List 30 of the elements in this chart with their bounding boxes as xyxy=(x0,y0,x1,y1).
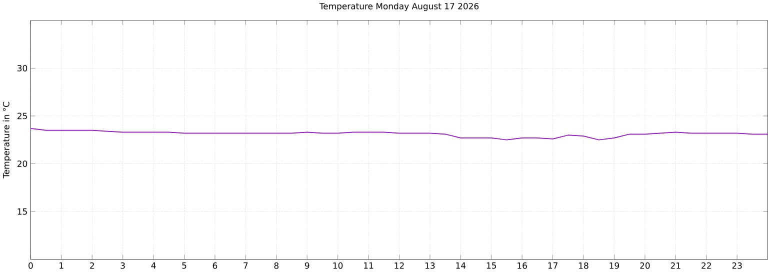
x-tick-label: 7 xyxy=(244,262,248,269)
x-tick-label: 4 xyxy=(151,262,156,269)
x-tick-label: 2 xyxy=(90,262,94,269)
x-tick-label: 5 xyxy=(182,262,186,269)
y-tick-label: 25 xyxy=(17,112,27,120)
x-tick-label: 18 xyxy=(579,262,588,269)
x-tick-label: 9 xyxy=(304,262,310,269)
chart-title: Temperature Monday August 17 2026 xyxy=(319,3,479,12)
y-tick-label: 30 xyxy=(18,65,28,72)
x-tick-label: 13 xyxy=(425,262,435,269)
x-tick-label: 15 xyxy=(486,262,496,269)
x-tick-label: 6 xyxy=(212,262,218,269)
x-tick-label: 23 xyxy=(732,262,742,269)
x-tick-label: 19 xyxy=(610,262,620,269)
x-tick-label: 16 xyxy=(518,262,527,269)
x-tick-label: 1 xyxy=(60,262,64,269)
x-tick-label: 20 xyxy=(640,262,650,269)
x-tick-label: 3 xyxy=(120,262,125,269)
x-tick-label: 22 xyxy=(702,262,711,269)
x-tick-label: 10 xyxy=(333,262,343,269)
x-tick-label: 17 xyxy=(548,262,558,269)
x-tick-label: 21 xyxy=(670,262,680,269)
x-tick-label: 8 xyxy=(274,262,279,269)
x-tick-label: 12 xyxy=(394,262,404,269)
x-tick-label: 0 xyxy=(28,262,33,269)
x-tick-label: 11 xyxy=(364,262,374,269)
x-tick-label: 14 xyxy=(456,262,466,269)
y-tick-label: 20 xyxy=(17,160,28,168)
y-axis-title: Temperature in °C xyxy=(2,102,12,179)
y-tick-label: 15 xyxy=(18,208,27,215)
